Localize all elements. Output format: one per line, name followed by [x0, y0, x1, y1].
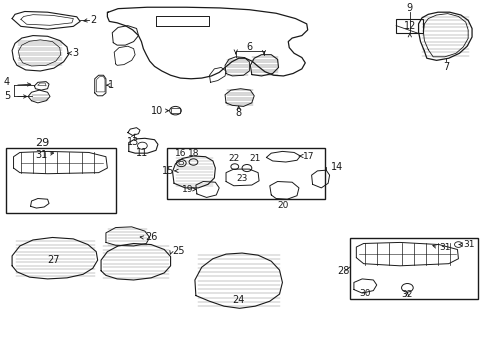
Text: 3: 3 [72, 48, 78, 58]
Text: 18: 18 [187, 149, 199, 158]
Text: 24: 24 [232, 295, 244, 305]
Text: 22: 22 [228, 154, 239, 163]
Text: 2: 2 [90, 15, 96, 25]
Text: 31: 31 [462, 240, 474, 249]
Text: 12: 12 [403, 21, 415, 31]
Text: 32: 32 [401, 290, 412, 299]
Text: 28: 28 [336, 266, 348, 276]
Text: 16: 16 [174, 149, 186, 158]
Text: 1: 1 [108, 80, 114, 90]
Text: 31: 31 [35, 150, 47, 160]
Text: 21: 21 [249, 154, 260, 163]
Text: 15: 15 [162, 166, 174, 176]
Text: 30: 30 [359, 289, 370, 298]
Text: 31: 31 [438, 243, 449, 252]
Text: 11: 11 [136, 148, 148, 158]
Text: 20: 20 [277, 201, 288, 210]
Text: 6: 6 [246, 42, 252, 53]
Text: 5: 5 [4, 91, 10, 102]
Text: 14: 14 [330, 162, 343, 172]
Text: 17: 17 [302, 152, 314, 161]
Text: 26: 26 [144, 233, 157, 243]
Bar [166, 148, 324, 199]
Text: 27: 27 [47, 255, 60, 265]
Text: 7: 7 [442, 62, 448, 72]
Text: 19: 19 [182, 185, 193, 194]
Text: 9: 9 [406, 3, 412, 13]
Bar [6, 148, 116, 213]
Text: 4: 4 [4, 77, 10, 87]
Text: 10: 10 [150, 106, 163, 116]
Text: 13: 13 [126, 137, 139, 147]
Bar [350, 238, 477, 299]
Text: 25: 25 [172, 246, 184, 256]
Text: 29: 29 [36, 138, 50, 148]
Text: 23: 23 [236, 174, 247, 183]
Text: 8: 8 [235, 108, 241, 118]
Bar [395, 19, 422, 33]
